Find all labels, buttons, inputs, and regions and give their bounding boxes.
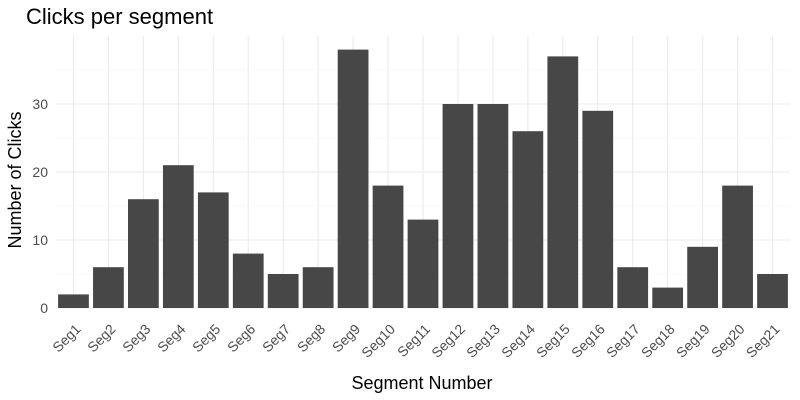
x-axis-title: Segment Number xyxy=(351,373,492,393)
bar-seg9 xyxy=(337,49,369,308)
y-tick-label: 0 xyxy=(40,300,48,316)
bar-seg6 xyxy=(232,253,264,308)
x-tick-label: Seg3 xyxy=(119,321,154,356)
x-tick-label: Seg15 xyxy=(533,321,573,361)
bar-seg21 xyxy=(757,274,788,308)
bar-seg5 xyxy=(197,192,229,308)
y-axis-title: Number of Clicks xyxy=(5,111,25,248)
bar-seg18 xyxy=(652,287,684,308)
bar-seg19 xyxy=(687,246,718,308)
x-tick-label: Seg5 xyxy=(189,321,224,356)
bar-seg7 xyxy=(267,274,299,308)
x-tick-label: Seg8 xyxy=(294,321,329,356)
x-tick-label: Seg21 xyxy=(743,321,783,361)
bar-seg12 xyxy=(442,104,474,308)
x-tick-label: Seg19 xyxy=(673,321,713,361)
chart-title: Clicks per segment xyxy=(26,4,213,29)
x-tick-label: Seg2 xyxy=(84,321,119,356)
x-tick-label: Seg13 xyxy=(463,321,503,361)
x-tick-label: Seg6 xyxy=(224,321,259,356)
y-tick-label: 20 xyxy=(32,164,48,180)
x-tick-label: Seg4 xyxy=(154,321,189,356)
y-axis-ticks: 0 10 20 30 xyxy=(32,96,48,316)
bar-seg2 xyxy=(93,267,124,308)
x-tick-label: Seg1 xyxy=(49,321,84,356)
bar-seg16 xyxy=(582,110,614,308)
x-tick-label: Seg20 xyxy=(708,321,748,361)
bar-seg15 xyxy=(547,56,579,309)
bar-seg17 xyxy=(617,267,649,308)
x-tick-label: Seg11 xyxy=(394,321,433,360)
x-tick-label: Seg7 xyxy=(259,321,294,356)
x-tick-label: Seg10 xyxy=(358,321,398,361)
y-tick-label: 30 xyxy=(32,96,48,112)
x-tick-label: Seg17 xyxy=(603,321,643,361)
bar-seg3 xyxy=(128,199,159,308)
bars xyxy=(58,49,788,309)
bar-seg4 xyxy=(162,165,194,308)
x-tick-label: Seg14 xyxy=(498,321,538,361)
bar-seg1 xyxy=(58,294,89,308)
bar-seg20 xyxy=(722,185,753,308)
bar-seg14 xyxy=(512,131,544,308)
x-tick-label: Seg18 xyxy=(638,321,678,361)
x-tick-label: Seg16 xyxy=(568,321,608,361)
y-tick-label: 10 xyxy=(32,232,48,248)
bar-seg13 xyxy=(477,104,509,308)
bar-seg8 xyxy=(302,267,334,308)
x-axis-ticks: Seg1 Seg2 Seg3 Seg4 Seg5 Seg6 Seg7 Seg8 Seg9Seg1… xyxy=(49,321,783,361)
x-tick-label: Seg12 xyxy=(428,321,468,361)
bar-seg10 xyxy=(372,185,404,308)
bar-seg11 xyxy=(407,219,439,308)
